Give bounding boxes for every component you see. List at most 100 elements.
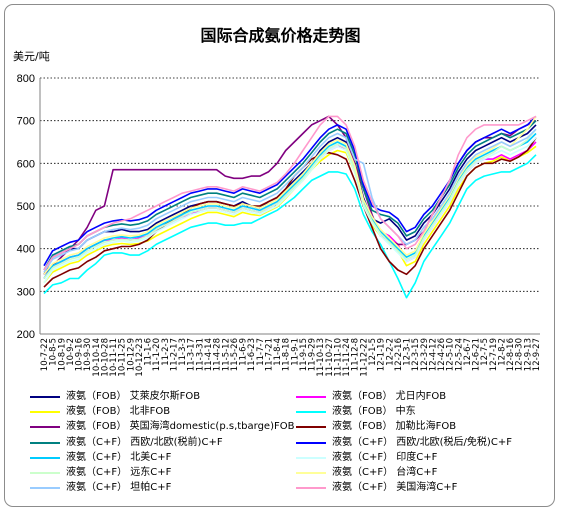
- legend-label: 液氨（FOB） 尤日内FOB: [332, 391, 447, 402]
- x-tick-label: 12-9-13: [523, 338, 533, 371]
- x-tick-label: 11-11-24: [342, 338, 352, 377]
- x-tick-label: 12-9-27: [532, 338, 542, 371]
- series-line: [43, 128, 537, 273]
- x-tick-label: 12-6-7: [463, 338, 473, 366]
- legend-swatch: [296, 472, 326, 474]
- x-tick-label: 12-3-1: [403, 338, 413, 366]
- x-tick-label: 12-5-24: [454, 338, 464, 371]
- legend-swatch: [296, 411, 326, 414]
- x-tick-label: 10-12-9: [126, 338, 136, 371]
- legend-swatch: [30, 426, 60, 429]
- x-tick-label: 12-2-16: [394, 338, 404, 371]
- legend-swatch: [30, 456, 60, 459]
- x-tick-label: 10-9-30: [83, 338, 93, 371]
- x-tick-label: 11-2-17: [169, 338, 179, 371]
- legend-swatch: [30, 487, 60, 490]
- x-tick-label: 11-7-21: [264, 338, 274, 371]
- x-tick-label: 10-10-28: [100, 338, 110, 377]
- x-tick-label: 11-8-4: [273, 338, 283, 366]
- x-tick-label: 12-7-19: [489, 338, 499, 371]
- x-tick-label: 11-5-12: [221, 338, 231, 371]
- x-tick-label: 12-6-21: [472, 338, 482, 371]
- x-tick-label: 10-11-25: [118, 338, 128, 377]
- y-tick-label: 300: [17, 286, 35, 298]
- x-tick-label: 11-3-31: [195, 338, 205, 371]
- y-tick-label: 800: [17, 73, 35, 85]
- x-tick-label: 12-4-12: [428, 338, 438, 371]
- series-line: [43, 154, 537, 299]
- x-tick-label: 11-12-8: [351, 338, 361, 371]
- x-tick-label: 12-3-15: [411, 338, 421, 371]
- y-tick-label: 500: [17, 201, 35, 213]
- x-tick-label: 11-3-3: [178, 338, 188, 366]
- x-tick-label: 10-12-23: [135, 338, 145, 377]
- x-tick-label: 10-9-2: [66, 338, 76, 366]
- x-tick-label: 10-10-14: [92, 338, 102, 377]
- legend-label: 液氨（C+F） 美国海湾C+F: [332, 482, 458, 494]
- legend-swatch: [30, 441, 60, 444]
- x-tick-label: 11-9-1: [290, 338, 300, 366]
- x-tick-label: 11-11-10: [333, 338, 343, 377]
- x-tick-label: 11-6-23: [247, 338, 257, 371]
- x-tick-label: 10-8-19: [57, 338, 67, 371]
- x-tick-label: 12-7-5: [480, 338, 490, 366]
- legend-swatch: [296, 456, 326, 459]
- y-axis-unit-label: 美元/吨: [13, 50, 50, 63]
- chart-frame: [4, 4, 555, 507]
- legend-label: 液氨（C+F） 西欧/北欧(税前)C+F: [66, 436, 223, 448]
- x-tick-label: 11-5-26: [230, 338, 240, 371]
- x-tick-label: 10-7-22: [40, 338, 50, 371]
- series-line: [43, 115, 537, 275]
- x-tick-label: 12-8-2: [497, 338, 507, 366]
- x-tick-label: 11-10-13: [316, 338, 326, 377]
- x-tick-label: 12-8-16: [506, 338, 516, 371]
- chart-title: 国际合成氨价格走势图: [200, 26, 361, 45]
- y-tick-label: 200: [17, 329, 35, 341]
- x-tick-label: 12-1-19: [377, 338, 387, 371]
- legend-label: 液氨（FOB） 北非FOB: [66, 406, 171, 418]
- legend-label: 液氨（C+F） 坦帕C+F: [66, 482, 172, 494]
- series-line: [43, 115, 537, 271]
- x-tick-label: 11-9-15: [299, 338, 309, 371]
- x-tick-label: 11-7-7: [256, 338, 266, 366]
- legend-label: 液氨（FOB） 艾萊皮尔斯FOB: [66, 391, 201, 402]
- x-tick-label: 11-12-22: [359, 338, 369, 377]
- legend-label: 液氨（C+F） 西欧/北欧(税后/免税)C+F: [332, 436, 512, 448]
- x-tick-label: 10-8-5: [49, 338, 59, 366]
- legend-swatch: [296, 396, 326, 398]
- series-line: [43, 128, 537, 280]
- x-tick-label: 11-9-29: [308, 338, 318, 371]
- series-line: [43, 115, 537, 275]
- x-tick-label: 12-3-29: [420, 338, 430, 371]
- x-tick-label: 10-9-16: [75, 338, 85, 371]
- series-line: [43, 137, 537, 284]
- legend-label: 液氨（C+F） 印度C+F: [332, 451, 438, 463]
- x-tick-label: 10-11-11: [109, 338, 119, 377]
- legend-swatch: [30, 396, 60, 398]
- legend-label: 液氨（FOB） 加勒比海FOB: [332, 421, 457, 433]
- x-tick-label: 11-8-18: [282, 338, 292, 371]
- legend-swatch: [30, 411, 60, 414]
- x-tick-label: 11-4-28: [213, 338, 223, 371]
- legend-label: 液氨（FOB） 英国海湾domestic(p.s,tbarge)FOB: [66, 421, 295, 433]
- x-tick-label: 12-1-5: [368, 338, 378, 366]
- legend-label: 液氨（C+F） 北美C+F: [66, 451, 172, 463]
- x-tick-label: 12-4-26: [437, 338, 447, 371]
- x-tick-label: 12-8-30: [515, 338, 525, 371]
- legend-swatch: [296, 426, 326, 429]
- legend-label: 液氨（C+F） 台湾C+F: [332, 467, 438, 478]
- x-tick-label: 12-5-10: [446, 338, 456, 371]
- series-line: [43, 132, 537, 279]
- legend-swatch: [296, 441, 326, 444]
- legend-swatch: [30, 472, 60, 474]
- legend-label: 液氨（C+F） 远东C+F: [66, 467, 172, 478]
- legend-label: 液氨（FOB） 中东: [332, 406, 416, 418]
- series-line: [43, 124, 537, 275]
- y-tick-label: 700: [17, 116, 35, 128]
- x-tick-label: 11-10-27: [325, 338, 335, 377]
- x-tick-label: 11-6-9: [239, 338, 249, 366]
- x-tick-label: 11-2-3: [161, 338, 171, 366]
- y-tick-label: 400: [17, 244, 35, 256]
- x-tick-label: 11-3-17: [187, 338, 197, 371]
